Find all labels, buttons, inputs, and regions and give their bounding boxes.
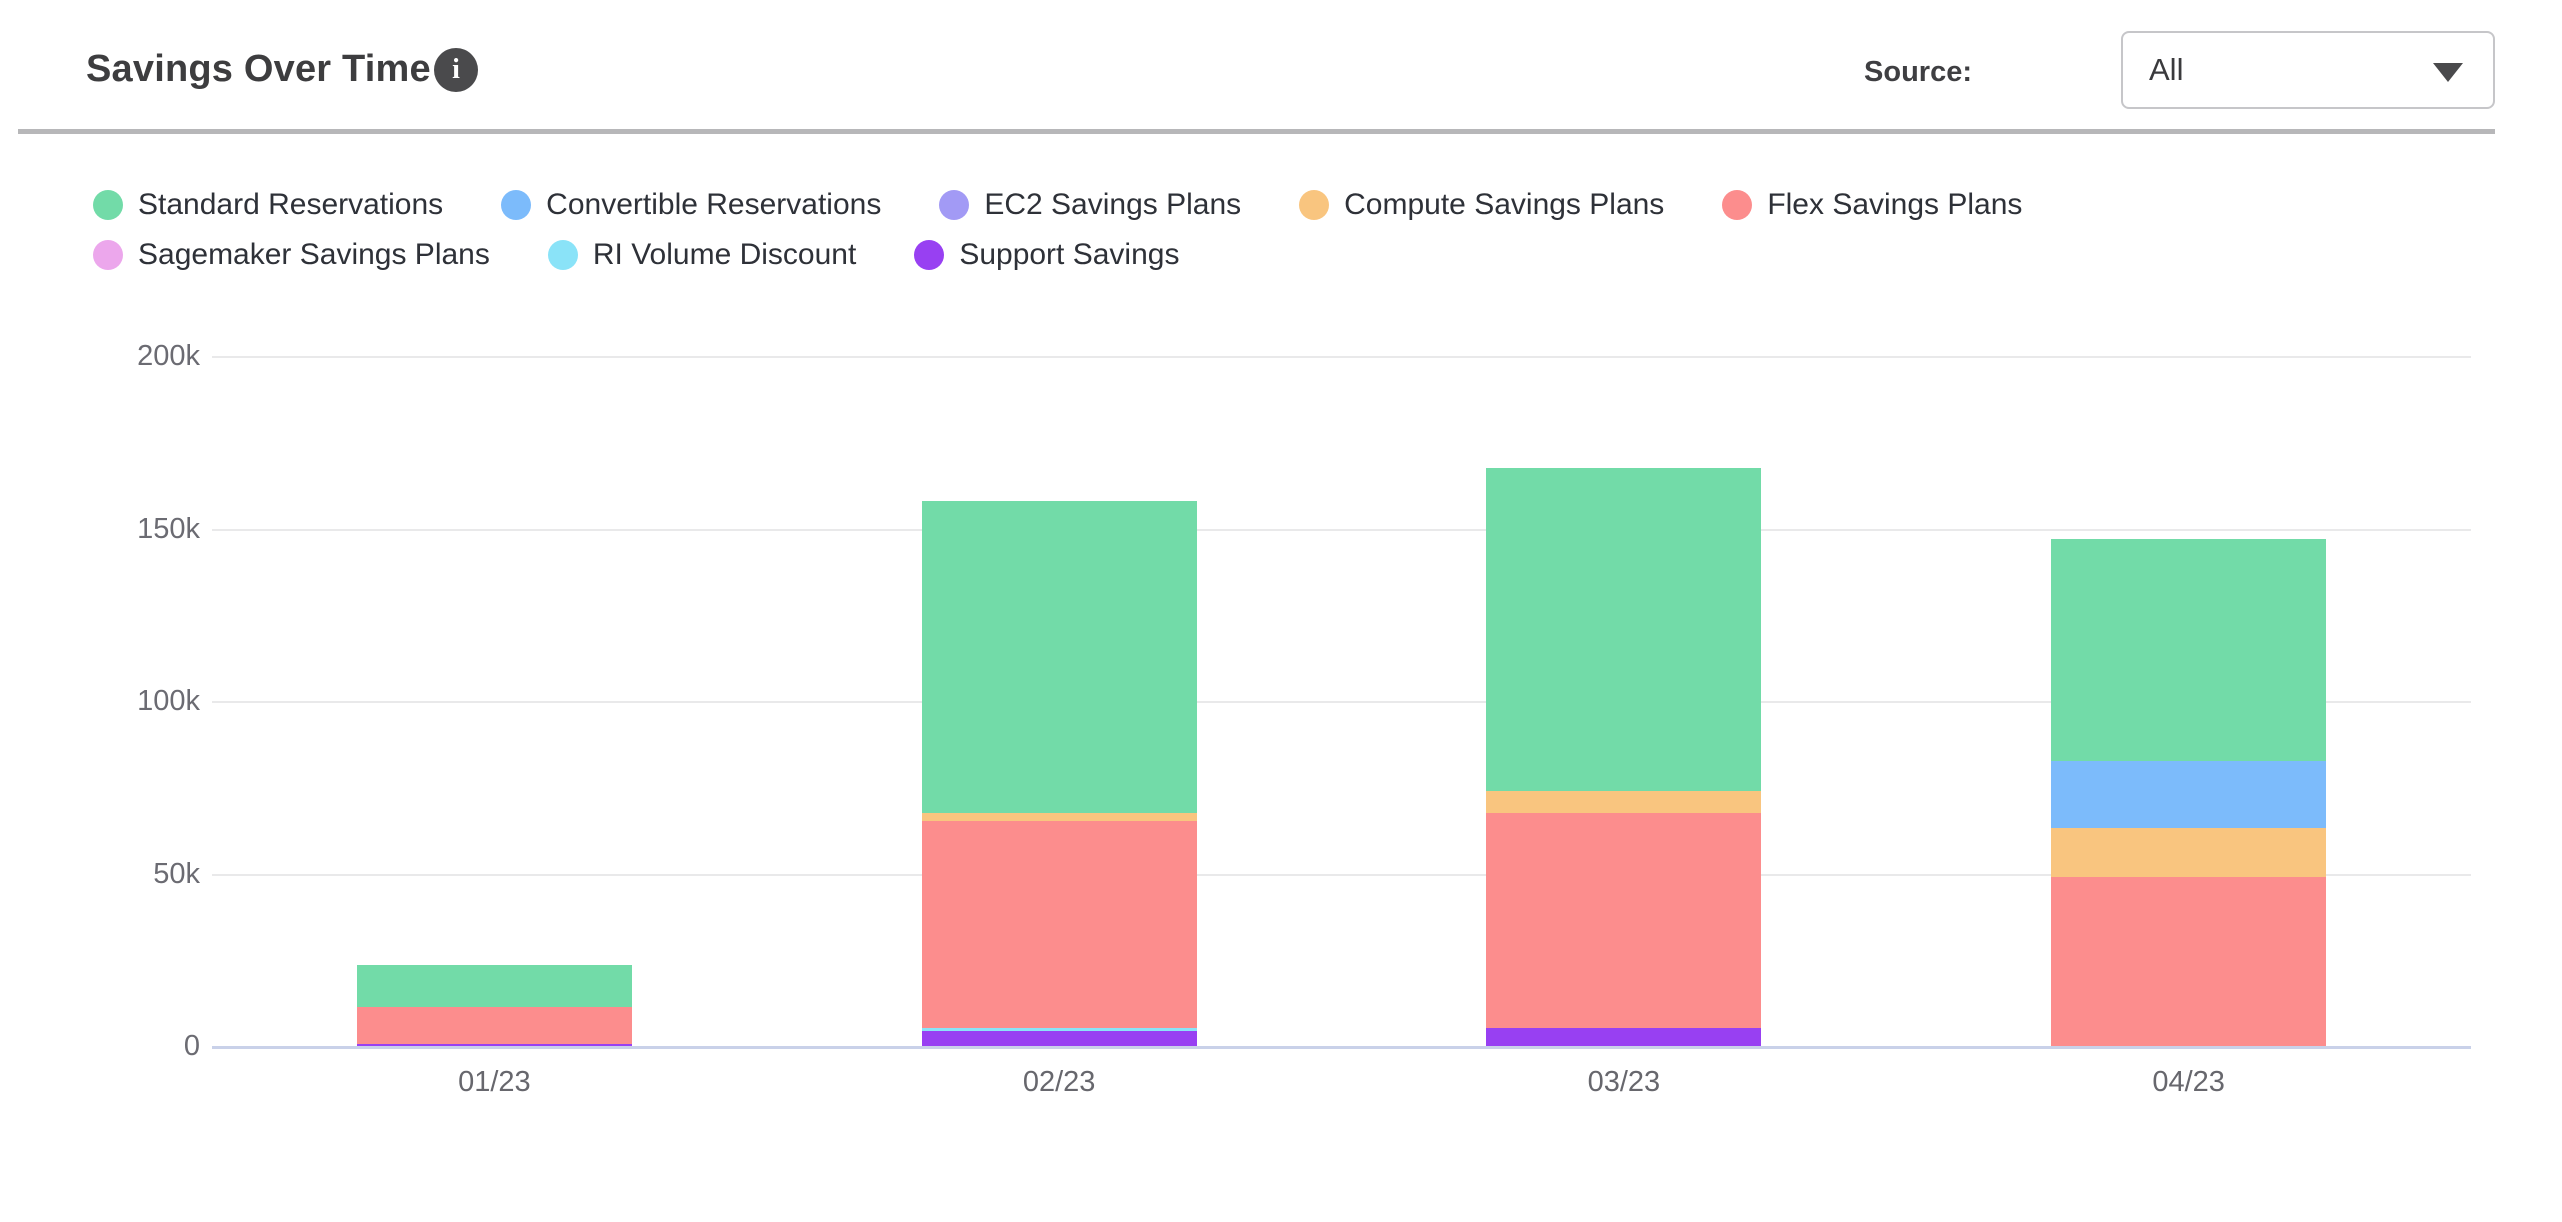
source-select-value: All: [2149, 52, 2184, 87]
x-axis-tick-label: 02/23: [1022, 1066, 1096, 1098]
page-title: Savings Over Time: [86, 48, 431, 90]
legend-item-label: Support Savings: [959, 238, 1180, 271]
legend-item[interactable]: Sagemaker Savings Plans: [93, 238, 490, 272]
bar-segment[interactable]: [1486, 813, 1762, 1029]
bar-segment[interactable]: [356, 1007, 632, 1044]
legend-dot-icon: [547, 240, 578, 270]
x-axis-tick-label: 03/23: [1587, 1066, 1661, 1098]
legend-item[interactable]: Convertible Reservations: [501, 188, 881, 222]
y-axis-tick-label: 200k: [137, 340, 200, 372]
bar-segment[interactable]: [356, 1043, 632, 1047]
legend-item-label: Standard Reservations: [138, 188, 444, 221]
legend-item[interactable]: Compute Savings Plans: [1299, 188, 1664, 222]
legend-item-label: EC2 Savings Plans: [984, 188, 1242, 221]
gridline: [212, 528, 2471, 531]
legend-dot-icon: [501, 190, 532, 220]
info-icon[interactable]: i: [434, 48, 478, 92]
bar-segment[interactable]: [1486, 468, 1762, 791]
x-axis-line: [212, 1046, 2471, 1049]
chevron-down-icon: [2433, 63, 2463, 82]
source-select[interactable]: All: [2121, 31, 2495, 109]
legend-dot-icon: [939, 190, 970, 220]
legend-item-label: RI Volume Discount: [592, 238, 857, 271]
bar-segment[interactable]: [2051, 827, 2327, 877]
legend-item-label: Compute Savings Plans: [1344, 188, 1665, 221]
legend-dot-icon: [93, 240, 123, 270]
legend-dot-icon: [1299, 190, 1330, 220]
bar-segment[interactable]: [1486, 1028, 1762, 1047]
y-axis-tick-label: 50k: [153, 857, 200, 890]
x-axis-tick-label: 01/23: [458, 1066, 531, 1098]
y-axis-tick-label: 0: [183, 1030, 200, 1062]
source-label: Source:: [1864, 56, 1972, 88]
bar-segment[interactable]: [2051, 538, 2327, 762]
legend-item[interactable]: Support Savings: [914, 238, 1179, 272]
legend-dot-icon: [93, 190, 123, 220]
legend-item[interactable]: RI Volume Discount: [547, 238, 857, 272]
bar-segment[interactable]: [921, 1031, 1197, 1047]
legend-item[interactable]: Standard Reservations: [93, 188, 443, 222]
bar-segment[interactable]: [921, 821, 1197, 1029]
legend-dot-icon: [914, 240, 945, 270]
legend-item-label: Convertible Reservations: [546, 188, 882, 221]
gridline: [212, 356, 2471, 358]
chart-legend: Standard Reservations Convertible Reserva…: [93, 188, 2253, 272]
bar-segment[interactable]: [356, 965, 632, 1008]
gridline: [212, 873, 2471, 876]
header-divider: [18, 129, 2495, 134]
bar-segment[interactable]: [2051, 761, 2327, 828]
legend-dot-icon: [1722, 190, 1753, 220]
legend-item[interactable]: Flex Savings Plans: [1722, 188, 2022, 222]
y-axis-tick-label: 150k: [137, 512, 200, 545]
legend-item-label: Flex Savings Plans: [1767, 188, 2023, 221]
bar-segment[interactable]: [2051, 876, 2327, 1047]
bar-segment[interactable]: [1486, 790, 1762, 814]
bar-segment[interactable]: [921, 812, 1197, 822]
gridline: [212, 701, 2471, 703]
y-axis-tick-label: 100k: [137, 685, 200, 717]
bar-segment[interactable]: [921, 500, 1197, 813]
bar-segment[interactable]: [921, 1028, 1197, 1032]
legend-item[interactable]: EC2 Savings Plans: [939, 188, 1241, 222]
widget-header: Savings Over Time i Source: All: [0, 0, 2562, 128]
legend-item-label: Sagemaker Savings Plans: [138, 238, 490, 271]
x-axis-tick-label: 04/23: [2152, 1066, 2225, 1098]
